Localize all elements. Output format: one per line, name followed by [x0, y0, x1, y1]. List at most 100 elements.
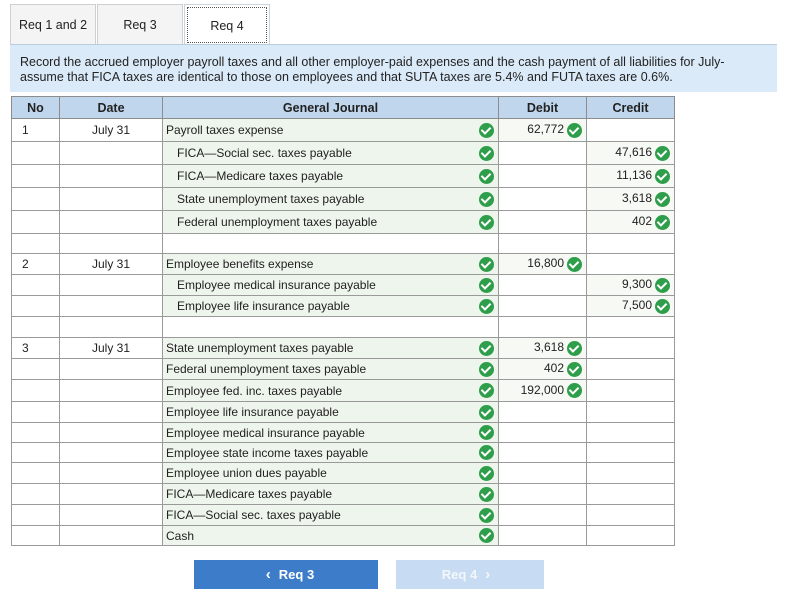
date-cell[interactable]: [59, 525, 163, 546]
entry-no-cell: [11, 187, 60, 211]
credit-cell[interactable]: 11,136: [586, 164, 675, 188]
account-check-cell: [474, 525, 499, 546]
account-cell[interactable]: Employee life insurance payable: [162, 295, 475, 317]
debit-cell[interactable]: 16,800: [498, 253, 587, 275]
account-cell[interactable]: FICA—Social sec. taxes payable: [162, 141, 475, 165]
account-check-cell: [474, 210, 499, 234]
check-icon: [567, 383, 582, 399]
prev-req-label: Req 3: [278, 567, 315, 582]
date-cell[interactable]: July 31: [59, 253, 163, 275]
date-cell[interactable]: [59, 295, 163, 317]
debit-cell[interactable]: [498, 462, 587, 484]
date-cell[interactable]: July 31: [59, 337, 163, 359]
debit-cell[interactable]: [498, 483, 587, 505]
date-cell[interactable]: July 31: [59, 118, 163, 142]
debit-cell[interactable]: [498, 422, 587, 443]
date-cell[interactable]: [59, 141, 163, 165]
debit-cell[interactable]: [498, 525, 587, 546]
date-cell[interactable]: [59, 358, 163, 380]
date-cell[interactable]: [59, 462, 163, 484]
credit-cell[interactable]: 47,616: [586, 141, 675, 165]
debit-cell[interactable]: [498, 210, 587, 234]
debit-cell[interactable]: [498, 141, 587, 165]
account-cell[interactable]: [162, 316, 475, 338]
prev-req-button[interactable]: ‹ Req 3: [194, 560, 378, 589]
credit-cell[interactable]: [586, 401, 675, 423]
account-cell[interactable]: FICA—Social sec. taxes payable: [162, 504, 475, 526]
account-cell[interactable]: Employee life insurance payable: [162, 401, 475, 423]
credit-cell[interactable]: [586, 504, 675, 526]
debit-cell[interactable]: [498, 442, 587, 463]
credit-cell[interactable]: [586, 379, 675, 402]
tab-req-4[interactable]: Req 4: [184, 4, 270, 46]
table-row: FICA—Social sec. taxes payable: [11, 504, 675, 526]
date-cell[interactable]: [59, 483, 163, 505]
credit-cell[interactable]: [586, 253, 675, 275]
account-cell[interactable]: FICA—Medicare taxes payable: [162, 164, 475, 188]
debit-cell[interactable]: 402: [498, 358, 587, 380]
date-cell[interactable]: [59, 316, 163, 338]
date-cell[interactable]: [59, 401, 163, 423]
credit-cell[interactable]: [586, 118, 675, 142]
date-cell[interactable]: [59, 442, 163, 463]
account-cell[interactable]: Employee medical insurance payable: [162, 274, 475, 296]
account-cell[interactable]: FICA—Medicare taxes payable: [162, 483, 475, 505]
account-cell[interactable]: State unemployment taxes payable: [162, 337, 475, 359]
credit-cell[interactable]: [586, 358, 675, 380]
credit-cell[interactable]: 9,300: [586, 274, 675, 296]
table-row: [11, 233, 675, 254]
date-cell[interactable]: [59, 504, 163, 526]
account-cell[interactable]: Federal unemployment taxes payable: [162, 210, 475, 234]
debit-cell[interactable]: 192,000: [498, 379, 587, 402]
credit-cell[interactable]: [586, 462, 675, 484]
check-icon: [655, 214, 670, 230]
account-cell-text: Employee medical insurance payable: [166, 425, 365, 440]
debit-cell[interactable]: [498, 316, 587, 338]
credit-cell[interactable]: 7,500: [586, 295, 675, 317]
credit-cell[interactable]: 3,618: [586, 187, 675, 211]
date-cell[interactable]: [59, 274, 163, 296]
debit-cell[interactable]: 62,772: [498, 118, 587, 142]
debit-cell[interactable]: [498, 401, 587, 423]
account-cell[interactable]: Employee state income taxes payable: [162, 442, 475, 463]
date-cell[interactable]: [59, 422, 163, 443]
date-cell[interactable]: [59, 210, 163, 234]
credit-cell[interactable]: 402: [586, 210, 675, 234]
tab-req-3[interactable]: Req 3: [97, 4, 183, 44]
credit-cell[interactable]: [586, 525, 675, 546]
date-cell[interactable]: [59, 379, 163, 402]
date-cell[interactable]: [59, 187, 163, 211]
account-cell[interactable]: State unemployment taxes payable: [162, 187, 475, 211]
account-cell[interactable]: [162, 233, 475, 254]
account-cell[interactable]: Cash: [162, 525, 475, 546]
account-cell-text: Employee life insurance payable: [177, 299, 350, 313]
table-row: Cash: [11, 525, 675, 546]
tab-req-1-and-2[interactable]: Req 1 and 2: [10, 4, 96, 44]
debit-cell[interactable]: [498, 295, 587, 317]
credit-cell[interactable]: [586, 422, 675, 443]
entry-no-cell: 2: [11, 253, 60, 275]
account-cell[interactable]: Employee benefits expense: [162, 253, 475, 275]
credit-cell[interactable]: [586, 483, 675, 505]
account-cell[interactable]: Employee union dues payable: [162, 462, 475, 484]
next-req-button[interactable]: Req 4 ›: [396, 560, 544, 589]
credit-cell[interactable]: [586, 316, 675, 338]
debit-cell[interactable]: [498, 504, 587, 526]
debit-cell[interactable]: [498, 164, 587, 188]
debit-cell[interactable]: [498, 187, 587, 211]
debit-cell[interactable]: [498, 274, 587, 296]
debit-cell[interactable]: [498, 233, 587, 254]
account-cell[interactable]: Employee fed. inc. taxes payable: [162, 379, 475, 402]
credit-cell[interactable]: [586, 233, 675, 254]
account-cell[interactable]: Federal unemployment taxes payable: [162, 358, 475, 380]
debit-cell[interactable]: 3,618: [498, 337, 587, 359]
credit-cell[interactable]: [586, 337, 675, 359]
account-cell[interactable]: Payroll taxes expense: [162, 118, 475, 142]
credit-cell[interactable]: [586, 442, 675, 463]
date-cell[interactable]: [59, 164, 163, 188]
entry-no-cell: [11, 164, 60, 188]
chevron-right-icon: ›: [485, 566, 491, 583]
table-row: [11, 316, 675, 338]
account-cell[interactable]: Employee medical insurance payable: [162, 422, 475, 443]
date-cell[interactable]: [59, 233, 163, 254]
